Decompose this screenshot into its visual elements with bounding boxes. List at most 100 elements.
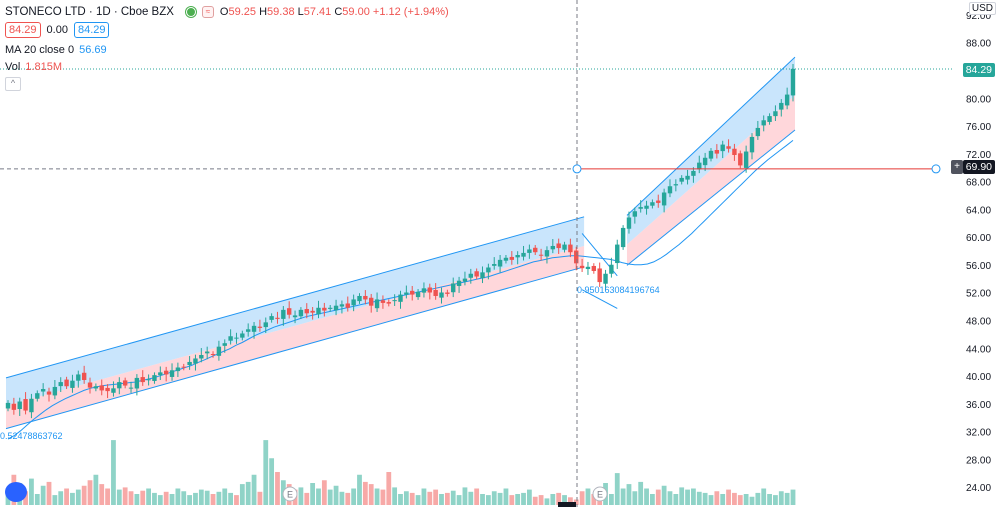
volume-bars	[5, 440, 796, 505]
candle-body	[755, 127, 761, 137]
candle-body	[122, 380, 128, 386]
candle-body	[650, 202, 655, 206]
y-tick-label: 88.00	[966, 39, 991, 50]
candle-body	[269, 316, 274, 320]
candle-body	[111, 388, 116, 393]
tradingview-logo-icon[interactable]	[5, 482, 27, 502]
volume-bar	[573, 499, 579, 505]
volume-bar	[140, 490, 146, 505]
volume-bar	[714, 491, 720, 505]
candle-body	[70, 380, 75, 388]
candle-body	[474, 271, 479, 277]
candle-body	[615, 244, 620, 264]
volume-bar	[450, 490, 456, 505]
volume-bar	[116, 489, 122, 505]
ma-row[interactable]: MA 20 close 0 56.69	[5, 41, 449, 58]
volume-bar	[673, 494, 679, 505]
candle-body	[661, 192, 667, 206]
volume-bar	[368, 484, 374, 505]
candle-body	[222, 343, 227, 346]
volume-bar	[111, 440, 116, 505]
volume-bar	[163, 491, 169, 505]
volume-bar	[732, 492, 737, 505]
candle-body	[175, 367, 181, 372]
volume-bar	[52, 495, 58, 505]
volume-bar	[321, 480, 327, 505]
sell-button[interactable]: 84.29	[5, 21, 41, 38]
candle-body	[169, 370, 175, 377]
volume-bar	[491, 491, 497, 505]
volume-bar	[257, 491, 263, 505]
market-open-icon	[185, 6, 196, 17]
vol-label: Vol	[5, 60, 21, 73]
volume-bar	[99, 484, 105, 505]
candle-body	[562, 244, 567, 250]
volume-bar	[468, 491, 474, 505]
candle-body	[374, 299, 380, 309]
candle-body	[263, 322, 268, 328]
candle-body	[199, 355, 204, 359]
candle-body	[585, 266, 591, 270]
candle-body	[322, 307, 327, 311]
candle-body	[292, 315, 298, 318]
volume-bar	[708, 495, 714, 505]
volume-bar	[398, 494, 403, 505]
candle-body	[462, 278, 468, 282]
add-alert-plus-icon[interactable]: +	[951, 160, 963, 174]
vol-row[interactable]: Vol 1.815M	[5, 58, 449, 75]
ma-label: MA 20 close 0	[5, 43, 75, 56]
candle-body	[210, 354, 216, 356]
symbol-title[interactable]: STONECO LTD · 1D · Cboe BZX	[5, 5, 174, 18]
volume-bar	[216, 491, 222, 505]
candle-body	[679, 177, 684, 182]
collapse-legend-icon[interactable]: ^	[5, 76, 21, 91]
channel-2-lower-line	[626, 129, 796, 266]
volume-bar	[362, 481, 368, 505]
volume-bar	[345, 492, 351, 505]
volume-bar	[357, 474, 362, 505]
volume-bar	[579, 491, 585, 505]
volume-bar	[58, 491, 64, 505]
volume-bar	[784, 492, 790, 505]
volume-bar	[239, 484, 245, 505]
candle-body	[714, 150, 720, 154]
volume-bar	[480, 494, 485, 505]
candle-body	[492, 264, 497, 266]
volume-bar	[304, 492, 310, 505]
alert-icon[interactable]: ≈	[201, 5, 214, 18]
volume-bar	[585, 488, 591, 505]
currency-label[interactable]: USD	[968, 2, 996, 15]
candle-body	[11, 403, 17, 410]
volume-bar	[773, 495, 778, 505]
candle-body	[538, 254, 544, 256]
candle-body	[509, 256, 515, 260]
volume-bar	[234, 495, 239, 505]
ohlc-values: O59.25 H59.38 L57.41 C59.00 +1.12 (+1.94…	[220, 6, 449, 18]
volume-bar	[169, 494, 175, 505]
candle-body	[415, 291, 421, 298]
volume-bar	[64, 488, 69, 505]
volume-bar	[210, 494, 216, 505]
candle-body	[597, 268, 602, 283]
candle-body	[204, 351, 210, 354]
volume-bar	[720, 494, 726, 505]
channel-2-upper-line	[626, 56, 796, 216]
candle-body	[773, 111, 778, 117]
high-label: H	[259, 5, 268, 18]
candle-body	[163, 370, 169, 375]
candle-body	[351, 299, 356, 306]
buy-button[interactable]: 84.29	[73, 21, 110, 38]
candle-body	[708, 150, 714, 159]
candle-body	[17, 401, 22, 410]
candle-body	[87, 382, 93, 388]
candle-body	[550, 245, 556, 250]
volume-bar	[650, 494, 655, 505]
candle-body	[234, 337, 239, 339]
candle-body	[456, 280, 462, 286]
volume-bar	[521, 492, 526, 505]
volume-bar	[755, 492, 761, 505]
volume-bar	[298, 487, 304, 505]
volume-bar	[269, 458, 275, 505]
y-tick-label: 56.00	[966, 261, 991, 272]
